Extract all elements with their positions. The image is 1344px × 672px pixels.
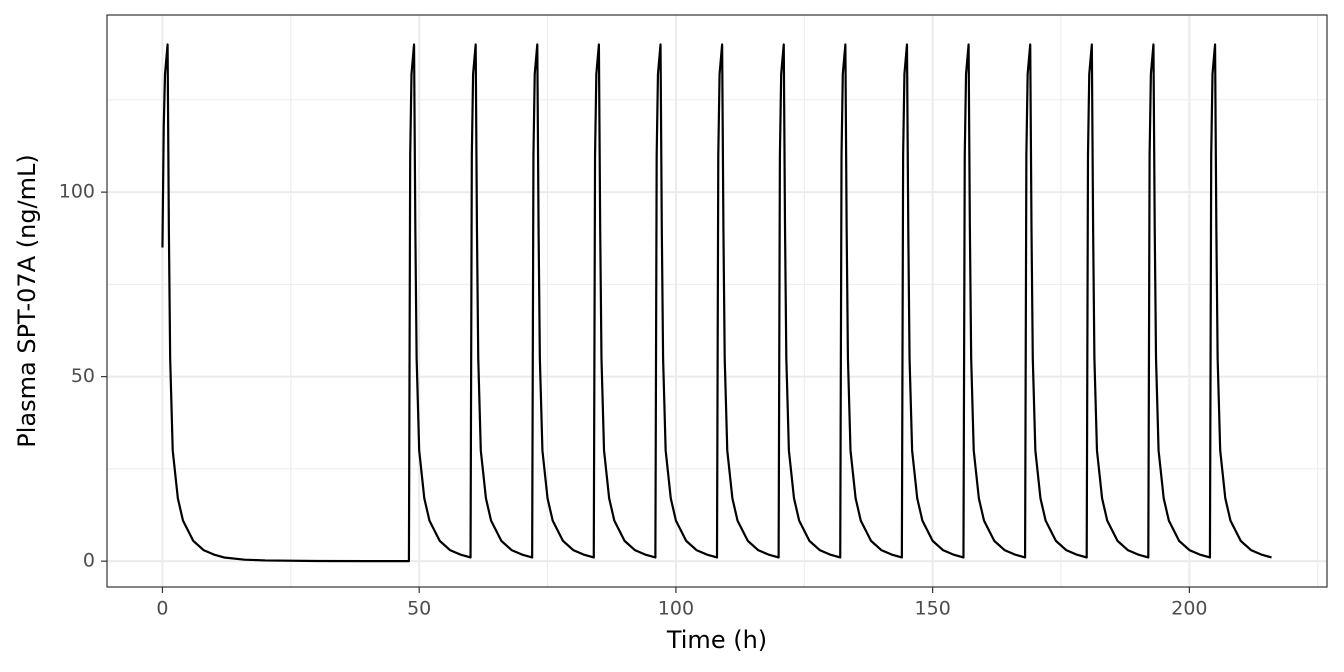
- data-line: [161, 43, 1272, 563]
- y-tick-label: 50: [71, 365, 95, 387]
- x-tick-label: 0: [156, 598, 168, 620]
- x-axis-title: Time (h): [666, 626, 767, 654]
- x-tick-label: 100: [658, 598, 694, 620]
- x-tick-label: 200: [1171, 598, 1207, 620]
- x-tick-label: 50: [407, 598, 431, 620]
- plot-border: [106, 14, 1328, 588]
- y-tick-label: 100: [59, 181, 95, 203]
- y-tick-label: 0: [83, 550, 95, 572]
- y-axis-title: Plasma SPT-07A (ng/mL): [13, 154, 41, 447]
- x-tick-label: 150: [915, 598, 951, 620]
